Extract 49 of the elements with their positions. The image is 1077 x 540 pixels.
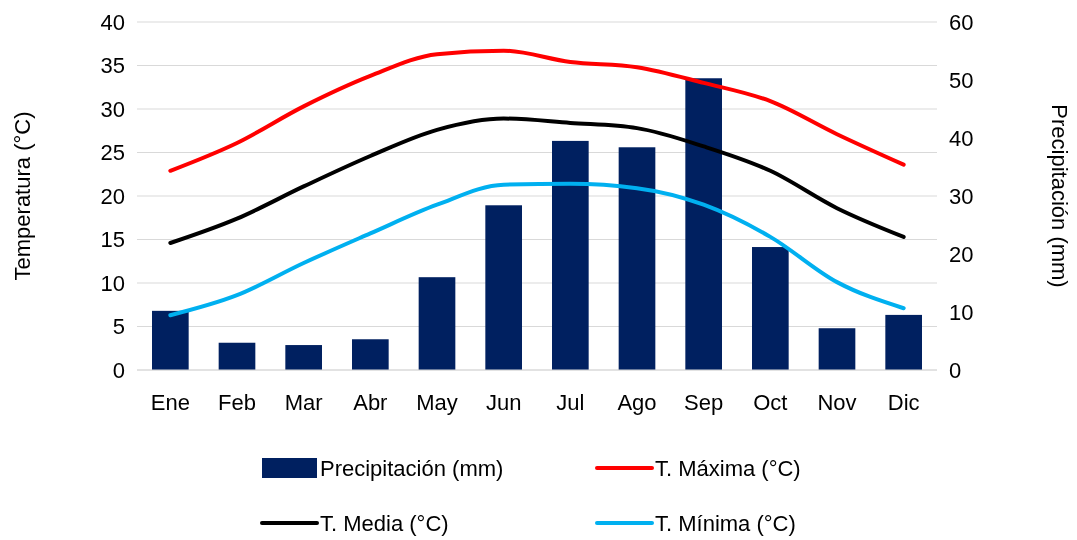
y-tick-label: 5: [112, 314, 125, 340]
y2-tick-label: 10: [949, 299, 974, 325]
y2-tick-label: 0: [949, 357, 962, 383]
bar: [818, 328, 856, 370]
line-series: [168, 181, 906, 318]
bar: [285, 345, 322, 370]
y-tick-label: 15: [100, 227, 125, 253]
y2-tick-label: 50: [949, 67, 974, 93]
y2-tick-label: 60: [949, 9, 974, 35]
x-tick-label: Dic: [887, 390, 920, 415]
y-tick-label: 0: [112, 357, 125, 383]
bar: [218, 342, 256, 370]
x-tick-label: Ago: [617, 390, 657, 415]
y-tick-label: 35: [100, 53, 125, 79]
y2-tick-label: 20: [949, 241, 974, 267]
x-tick-label: Feb: [218, 390, 256, 415]
bar: [885, 314, 922, 370]
bar: [485, 205, 522, 370]
y-tick-label: 20: [100, 183, 125, 209]
y-axis-title: Temperatura (°C): [10, 111, 35, 281]
legend-label: T. Media (°C): [320, 510, 449, 536]
legend-label: Precipitación (mm): [320, 455, 504, 481]
bar: [752, 247, 789, 370]
bar: [352, 339, 389, 370]
legend-label: T. Máxima (°C): [655, 455, 801, 481]
x-tick-label: Abr: [353, 390, 388, 415]
line-series: [168, 116, 906, 245]
y-tick-label: 25: [100, 140, 125, 166]
x-tick-label: Mar: [284, 390, 323, 415]
y-tick-label: 40: [100, 9, 125, 35]
bar: [552, 140, 589, 370]
y2-tick-label: 30: [949, 183, 974, 209]
bar: [152, 310, 189, 370]
bar: [618, 147, 656, 370]
y2-axis-title: Precipitación (mm): [1047, 104, 1072, 288]
line-series: [168, 48, 906, 173]
x-tick-label: Nov: [817, 390, 857, 415]
y2-tick-label: 40: [949, 125, 974, 151]
bar: [685, 78, 722, 370]
y-tick-label: 10: [100, 270, 125, 296]
x-tick-label: Jun: [485, 390, 522, 415]
bar: [418, 277, 456, 370]
x-tick-label: Ene: [150, 390, 190, 415]
y-tick-label: 30: [100, 96, 125, 122]
x-tick-label: Jul: [556, 390, 585, 415]
legend-label: T. Mínima (°C): [655, 510, 796, 536]
x-tick-label: Sep: [684, 390, 724, 415]
x-tick-label: May: [416, 390, 458, 415]
x-tick-label: Oct: [753, 390, 788, 415]
